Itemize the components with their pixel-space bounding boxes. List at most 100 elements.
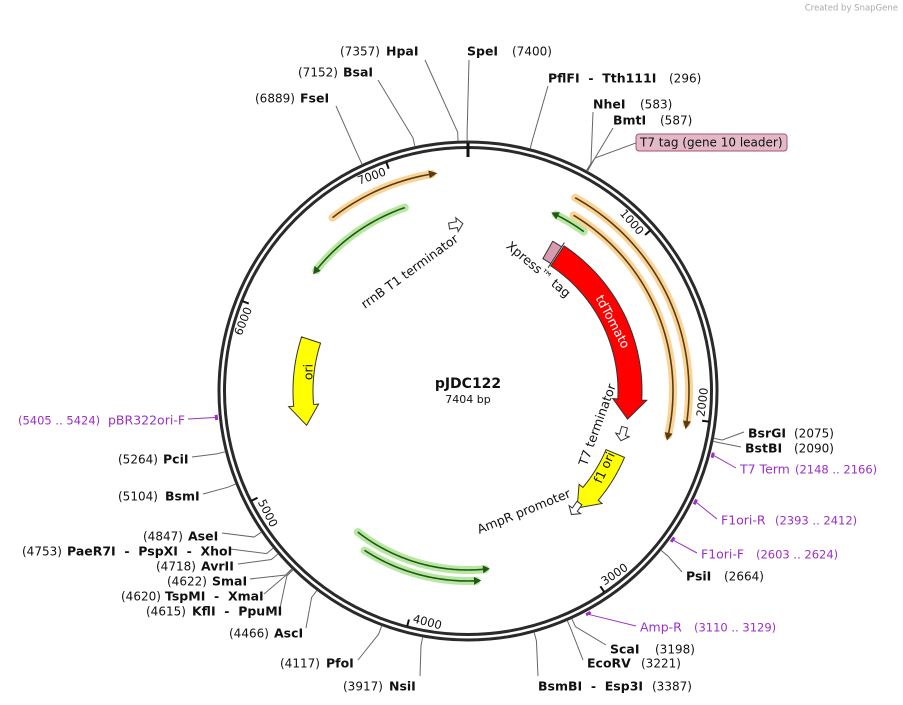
- green-arrow-head: [313, 265, 321, 275]
- enzyme-position: (296): [669, 72, 701, 86]
- primer-leader: [588, 613, 637, 627]
- enzyme-name: BmtI: [613, 113, 646, 128]
- primer-leader: [673, 539, 698, 554]
- tick-mark: [406, 619, 410, 627]
- orange-arrow-head: [664, 432, 673, 441]
- enzyme-name: AscI: [274, 626, 303, 641]
- tick-mark: [599, 585, 606, 593]
- tdtomato-arrow: [550, 245, 648, 420]
- green-arrow: [555, 213, 585, 233]
- primer-range: (2393 .. 2412): [775, 514, 857, 528]
- cut-site: [660, 549, 683, 573]
- enzyme-name: PsiI: [686, 569, 711, 584]
- cut-site: [377, 79, 416, 147]
- green-arrow: [315, 206, 406, 271]
- tick-mark: [385, 161, 390, 170]
- green-arrow-head: [473, 576, 482, 585]
- enzyme-name: TspMI - XmaI: [165, 589, 264, 604]
- enzyme-position: (2664): [724, 570, 764, 584]
- enzyme-position: (4620): [121, 590, 161, 604]
- tick-mark: [701, 419, 710, 423]
- backbone-outer: [217, 140, 719, 642]
- enzyme-position: (6889): [255, 92, 295, 106]
- primer-range: (5405 .. 5424): [18, 414, 100, 428]
- cut-site: [191, 451, 226, 458]
- enzyme-position: (4753): [22, 545, 62, 559]
- orange-arrow-head: [682, 420, 691, 430]
- tick-label: 2000: [693, 387, 711, 418]
- t7-tag-box: [635, 133, 788, 152]
- plasmid-size: 7404 bp: [445, 393, 490, 406]
- cut-site: [237, 553, 279, 565]
- orange-arrow: [573, 214, 674, 436]
- enzyme-position: (3198): [655, 643, 695, 657]
- primer-leader: [695, 501, 718, 520]
- cut-site: [587, 127, 614, 172]
- enzyme-position: (7400): [512, 45, 552, 59]
- enzyme-name: BsmI: [165, 489, 200, 504]
- primer-leader: [713, 455, 737, 469]
- enzyme-position: (583): [640, 98, 672, 112]
- features: [287, 170, 693, 585]
- primer-range: (2148 .. 2166): [795, 463, 877, 477]
- primer-name: Amp-R: [640, 620, 682, 635]
- green-arrow-head: [482, 565, 490, 574]
- primer-name: pBR322ori-F: [108, 413, 185, 428]
- primer-name: T7 Term: [739, 462, 790, 477]
- enzyme-position: (5104): [118, 490, 158, 504]
- enzyme-name: KflI - PpuMI: [192, 604, 282, 619]
- green-arrow: [364, 549, 477, 582]
- tick-mark: [644, 229, 652, 236]
- cut-site: [279, 569, 294, 609]
- enzyme-position: (5264): [118, 453, 158, 467]
- primer-range: (2603 .. 2624): [756, 548, 838, 562]
- enzyme-position: (3387): [652, 680, 692, 694]
- enzyme-name: BsrGI: [748, 426, 786, 441]
- feature-label: rrnB T1 terminator: [358, 230, 462, 311]
- enzyme-position: (3917): [343, 680, 383, 694]
- enzyme-name: PfoI: [326, 656, 354, 671]
- enzyme-name: PaeR7I - PspXI - XhoI: [67, 544, 232, 559]
- cut-site: [249, 568, 293, 580]
- enzyme-name: AvrII: [201, 559, 234, 574]
- primer-leader: [187, 417, 216, 420]
- tick-label: 6000: [231, 305, 255, 337]
- enzyme-position: (3221): [641, 657, 681, 671]
- terminator-icon: [568, 500, 583, 516]
- primer-mark: [585, 610, 592, 617]
- primer-mark: [669, 536, 676, 543]
- enzyme-name: SmaI: [212, 574, 247, 589]
- enzyme-name: PciI: [163, 452, 189, 467]
- enzyme-position: (4718): [156, 560, 196, 574]
- enzyme-name: NheI: [593, 97, 626, 112]
- plasmid-name: pJDC122: [435, 376, 501, 392]
- cut-site: [712, 440, 742, 448]
- cut-site: [305, 589, 318, 629]
- enzyme-name: PflFI - Tth111I: [548, 71, 656, 86]
- cut-site: [713, 431, 745, 441]
- green-arrow: [357, 531, 486, 571]
- enzyme-name: SpeI: [467, 44, 498, 59]
- feature-label: AmpR promoter: [475, 485, 574, 536]
- enzyme-name: FseI: [300, 91, 329, 106]
- f1-ori-arrow: [576, 448, 626, 509]
- tick-mark: [241, 300, 250, 305]
- primer-mark: [692, 498, 698, 505]
- cut-site: [424, 59, 459, 142]
- feature-label: ori: [301, 364, 316, 380]
- cut-site: [335, 105, 363, 165]
- cut-site: [202, 483, 237, 495]
- cut-site: [586, 111, 594, 172]
- cut-site: [221, 531, 262, 538]
- cut-site: [357, 625, 383, 661]
- terminator-icon: [447, 216, 464, 233]
- enzyme-position: (2075): [794, 427, 834, 441]
- primer-mark: [710, 452, 715, 459]
- enzyme-position: (7357): [340, 45, 380, 59]
- enzyme-name: AseI: [188, 529, 218, 544]
- cut-site: [571, 618, 607, 646]
- ori-arrow: [287, 336, 322, 427]
- orange-arrow: [574, 197, 690, 424]
- enzyme-name: NsiI: [389, 679, 416, 694]
